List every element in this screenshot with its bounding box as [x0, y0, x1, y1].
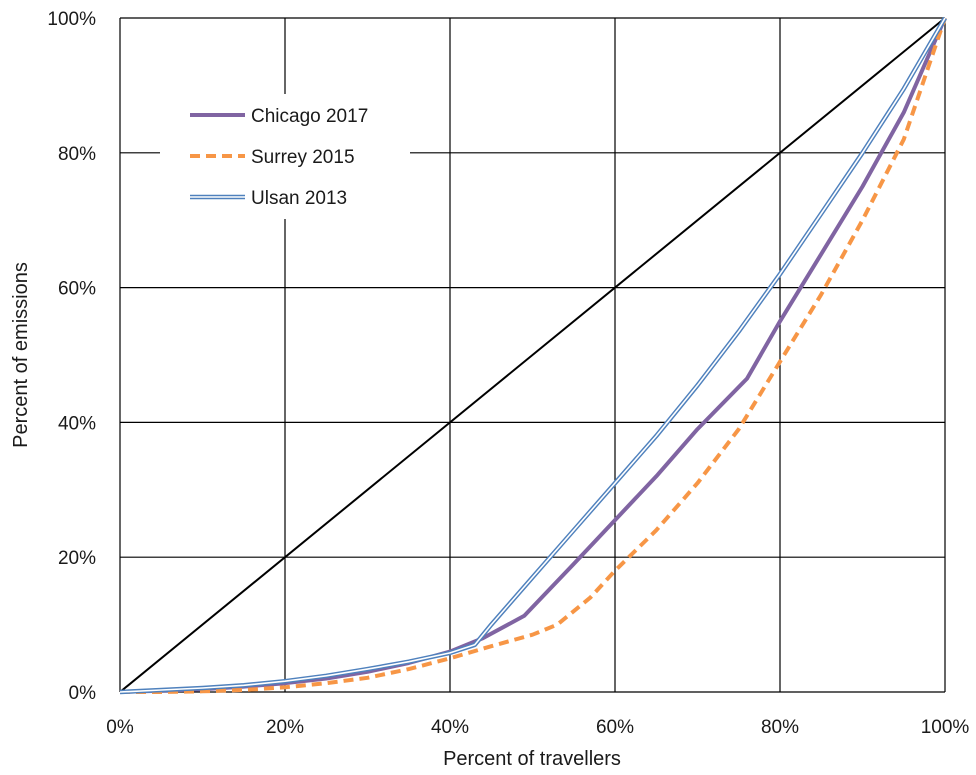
y-tick-label: 80% [58, 144, 96, 165]
y-tick-label: 40% [58, 413, 96, 434]
series-line-ulsan-2013-inner [119, 17, 946, 693]
x-tick-label: 40% [431, 717, 469, 738]
y-tick-label: 60% [58, 279, 96, 300]
equality-line-group [119, 17, 946, 693]
series-line-surrey-2015-path [120, 17, 947, 694]
x-tick-label: 100% [921, 717, 970, 738]
x-tick-label: 60% [596, 717, 634, 738]
series-line-surrey-2015 [120, 17, 947, 694]
legend: Chicago 2017 Surrey 2015 Ulsan 2013 [160, 94, 410, 219]
equality-line [119, 17, 946, 693]
series-lines [119, 16, 947, 695]
y-tick-label: 20% [58, 548, 96, 569]
legend-label-chicago-2017: Chicago 2017 [251, 106, 368, 127]
series-line-ulsan-2013 [119, 16, 947, 695]
y-axis-title: Percent of emissions [10, 262, 32, 448]
y-tick-label: 100% [47, 9, 96, 30]
x-axis-title: Percent of travellers [443, 748, 621, 770]
x-tick-label: 0% [106, 717, 134, 738]
x-tick-label: 80% [761, 717, 799, 738]
legend-label-ulsan-2013: Ulsan 2013 [251, 188, 347, 209]
x-tick-label: 20% [266, 717, 304, 738]
tick-labels: 0% 20% 40% 60% 80% 100% 0% 20% 40% 60% 80% 100% [47, 9, 969, 738]
y-tick-label: 0% [69, 683, 97, 704]
legend-label-surrey-2015: Surrey 2015 [251, 147, 355, 168]
